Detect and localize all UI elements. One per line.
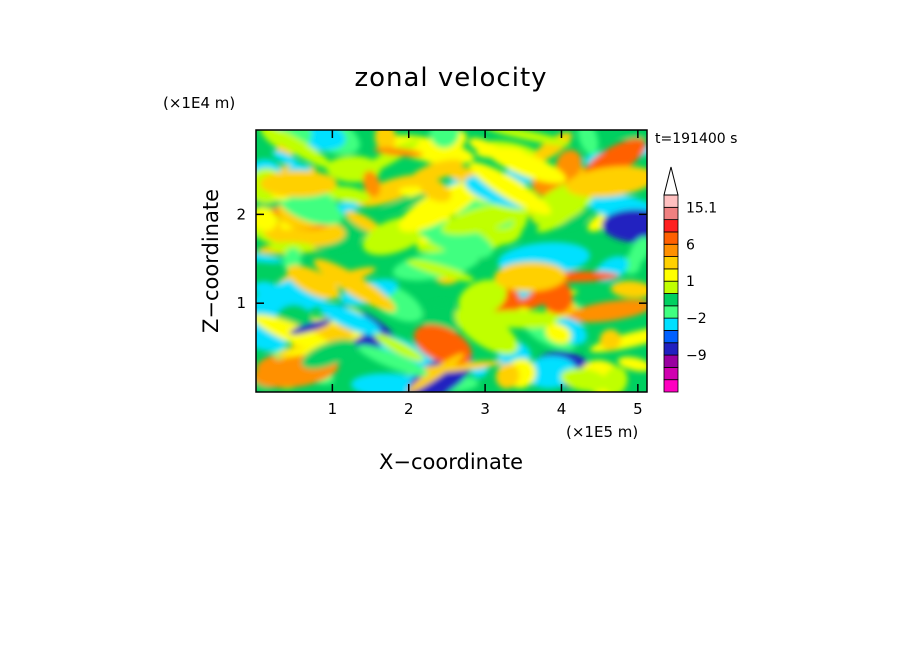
colorbar-bin-14 bbox=[663, 206, 679, 221]
x-tick-label-3: 4 bbox=[557, 400, 567, 418]
field-blob bbox=[259, 170, 338, 198]
field-blob bbox=[545, 323, 572, 344]
field-blob bbox=[362, 170, 381, 198]
heatmap-field bbox=[256, 130, 647, 392]
colorbar-bin-13 bbox=[663, 219, 679, 233]
field-blob bbox=[407, 353, 465, 392]
field-blob bbox=[603, 366, 628, 392]
field-blob bbox=[599, 329, 622, 351]
field-blob bbox=[355, 174, 427, 207]
field-blob bbox=[560, 368, 609, 392]
colorbar-bin-0 bbox=[663, 379, 679, 393]
field-blob bbox=[458, 279, 507, 317]
x-tick-label-4: 5 bbox=[633, 400, 643, 418]
field-blob bbox=[406, 259, 475, 282]
field-blob bbox=[374, 333, 425, 362]
field-blob bbox=[486, 146, 566, 184]
colorbar-bin-6 bbox=[663, 305, 679, 319]
field-blob bbox=[495, 363, 520, 389]
field-blob bbox=[468, 138, 504, 158]
field-blob bbox=[610, 280, 647, 299]
y-unit-label: (×1E4 m) bbox=[163, 94, 235, 112]
colorbar-extend-arrow bbox=[663, 166, 679, 196]
field-blob bbox=[567, 299, 647, 323]
field-blob bbox=[256, 281, 281, 298]
field-blob bbox=[469, 162, 551, 215]
y-tick-label-0: 1 bbox=[236, 294, 246, 312]
field-blob bbox=[578, 130, 599, 155]
colorbar-label-1: 6 bbox=[686, 237, 695, 253]
colorbar-bin-2 bbox=[663, 354, 679, 368]
field-blob bbox=[494, 261, 567, 292]
field-blob bbox=[419, 178, 452, 202]
field-blob bbox=[398, 181, 481, 232]
colorbar-label-3: −2 bbox=[686, 311, 707, 327]
x-tick-label-0: 1 bbox=[328, 400, 338, 418]
field-blob bbox=[289, 319, 332, 335]
colorbar-bin-1 bbox=[663, 366, 679, 381]
colorbar-label-4: −9 bbox=[686, 348, 707, 364]
x-tick-label-1: 2 bbox=[404, 400, 414, 418]
colorbar-label-2: 1 bbox=[686, 274, 695, 290]
field-blob bbox=[286, 265, 341, 300]
field-blob bbox=[278, 190, 343, 225]
colorbar-label-0: 15.1 bbox=[686, 200, 717, 216]
field-blob bbox=[271, 150, 300, 167]
colorbar-bin-9 bbox=[663, 268, 679, 282]
field-blob bbox=[325, 186, 371, 203]
field-blob bbox=[256, 206, 277, 232]
colorbar-bin-8 bbox=[663, 280, 679, 294]
colorbar-bin-10 bbox=[663, 256, 679, 270]
chart-title: zonal velocity bbox=[354, 63, 547, 93]
colorbar-bin-12 bbox=[663, 231, 679, 245]
x-tick-label-2: 3 bbox=[480, 400, 490, 418]
field-blob bbox=[585, 192, 647, 227]
field-blob bbox=[313, 258, 396, 312]
field-blob bbox=[373, 147, 424, 157]
plot-frame bbox=[255, 129, 648, 393]
colorbar-bin-11 bbox=[663, 243, 679, 257]
colorbar-bin-7 bbox=[663, 293, 679, 307]
y-axis: 12 bbox=[236, 205, 647, 312]
x-axis: 1 2 3 4 5 bbox=[328, 130, 643, 418]
field-blob bbox=[601, 209, 647, 243]
field-blob bbox=[617, 356, 647, 372]
field-blob bbox=[441, 203, 524, 235]
field-blob bbox=[429, 130, 460, 149]
field-blob bbox=[345, 210, 383, 234]
colorbar-bin-5 bbox=[663, 317, 679, 331]
field-blob bbox=[536, 211, 573, 233]
y-tick-label-1: 2 bbox=[236, 205, 246, 223]
field-blob bbox=[262, 130, 333, 169]
colorbar: 15.1 6 1 −2 −9 bbox=[663, 166, 717, 393]
field-blob bbox=[628, 236, 647, 266]
field-blob bbox=[565, 166, 647, 198]
field-blob bbox=[319, 303, 381, 336]
x-axis-label: X−coordinate bbox=[379, 450, 523, 474]
field-blob bbox=[417, 218, 494, 259]
time-label: t=191400 s bbox=[655, 131, 737, 147]
field-blob bbox=[301, 339, 357, 369]
colorbar-bin-4 bbox=[663, 330, 679, 344]
y-axis-label: Z−coordinate bbox=[199, 189, 223, 333]
field-blob bbox=[454, 307, 519, 355]
colorbar-bin-15 bbox=[663, 194, 679, 208]
field-blob bbox=[268, 241, 315, 253]
field-blob bbox=[351, 373, 433, 392]
field-blob bbox=[357, 344, 429, 377]
x-unit-label: (×1E5 m) bbox=[566, 423, 638, 441]
colorbar-bin-3 bbox=[663, 342, 679, 356]
